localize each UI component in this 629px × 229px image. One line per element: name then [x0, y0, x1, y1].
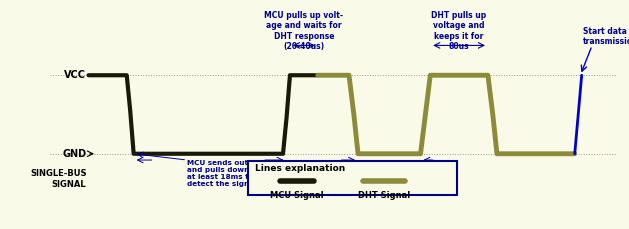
Text: VCC: VCC: [64, 70, 86, 80]
Text: DHT pulls up
voltage and
keeps it for
80us: DHT pulls up voltage and keeps it for 80…: [431, 11, 486, 51]
FancyBboxPatch shape: [248, 161, 457, 195]
Text: MCU Signal: MCU Signal: [270, 191, 324, 200]
Text: DHT Signal: DHT Signal: [358, 191, 410, 200]
Text: DHT sends out response
signal & keeps it for 80us: DHT sends out response signal & keeps it…: [338, 160, 443, 173]
Text: Lines explanation: Lines explanation: [255, 164, 345, 173]
Text: SINGLE-BUS
SIGNAL: SINGLE-BUS SIGNAL: [30, 169, 86, 189]
Text: Start data
transmission: Start data transmission: [583, 27, 629, 46]
Text: GND: GND: [62, 149, 86, 159]
Text: MCU pulls up volt-
age and waits for
DHT response
(20-40us): MCU pulls up volt- age and waits for DHT…: [264, 11, 343, 51]
Text: MCU sends out start signal
and pulls down voltage for
at least 18ms to let DHT11: MCU sends out start signal and pulls dow…: [187, 160, 298, 187]
